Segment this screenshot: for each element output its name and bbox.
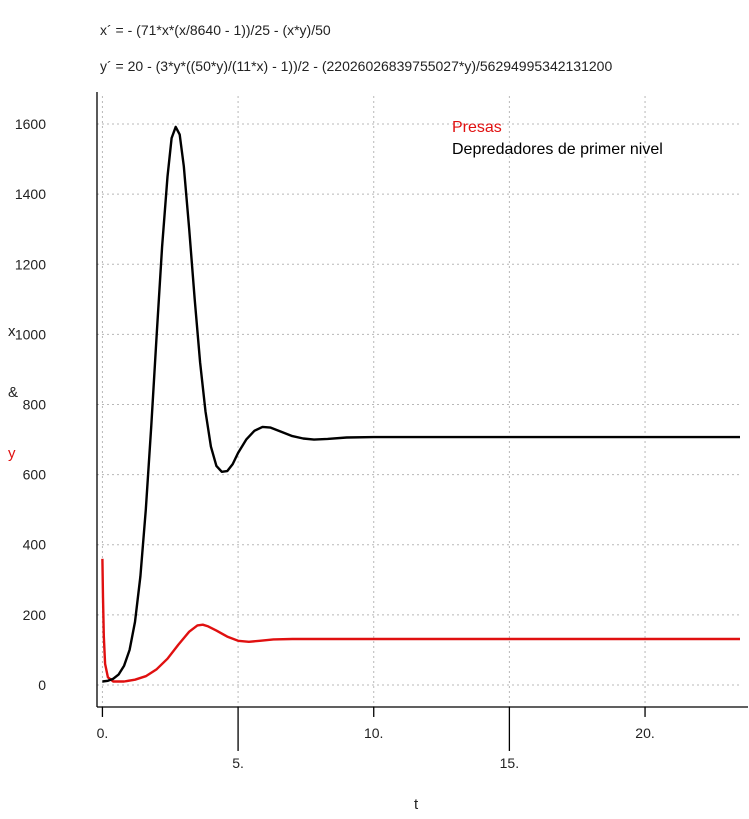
y-tick-label: 400 xyxy=(23,537,47,553)
legend-entry-depredadores: Depredadores de primer nivel xyxy=(452,141,663,158)
x-tick-label: 15. xyxy=(500,755,519,771)
legend-entry-presas: Presas xyxy=(452,119,502,136)
x-tick-label: 10. xyxy=(364,725,383,741)
x-axis-label: t xyxy=(414,796,419,813)
y-axis-label-y: y xyxy=(8,445,16,462)
y-tick-label: 600 xyxy=(23,467,47,483)
y-tick-label: 800 xyxy=(23,397,47,413)
y-tick-label: 1000 xyxy=(15,326,46,342)
y-axis-label-x: x xyxy=(8,323,16,340)
x-tick-label: 0. xyxy=(97,725,109,741)
y-tick-label: 1200 xyxy=(15,256,46,272)
y-tick-label: 1600 xyxy=(15,116,46,132)
equation-y-prime: y´ = 20 - (3*y*((50*y)/(11*x) - 1))/2 - … xyxy=(100,58,613,74)
series-line-presas xyxy=(101,558,740,683)
y-axis-label-ampersand: & xyxy=(8,384,19,401)
x-tick-label: 5. xyxy=(232,755,244,771)
equation-x-prime: x´ = - (71*x*(x/8640 - 1))/25 - (x*y)/50 xyxy=(100,22,331,38)
y-tick-label: 1400 xyxy=(15,186,46,202)
series-line-depredadores xyxy=(102,125,740,683)
y-tick-label: 0 xyxy=(38,677,46,693)
x-tick-label: 20. xyxy=(635,725,654,741)
y-tick-label: 200 xyxy=(23,607,47,623)
